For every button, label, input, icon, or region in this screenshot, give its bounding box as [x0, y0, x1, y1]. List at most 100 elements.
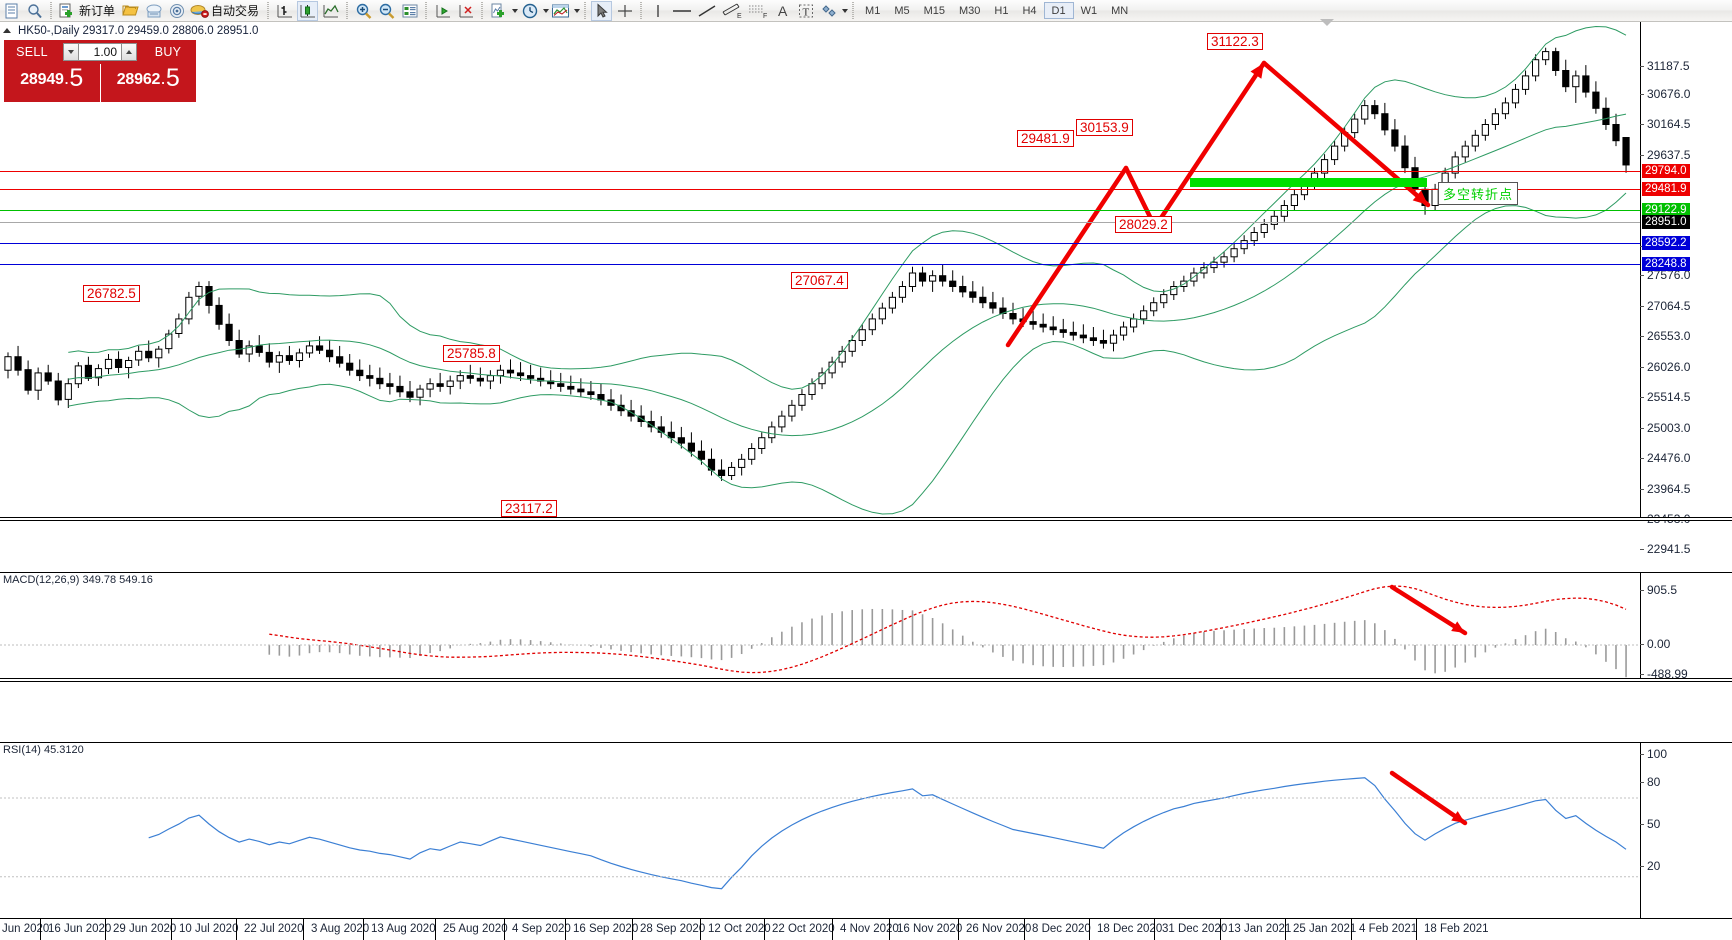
rsi-tick-label: 100	[1647, 747, 1668, 761]
chevron-down-icon[interactable]	[842, 8, 849, 13]
price-annotation-27067.4[interactable]: 27067.4	[791, 272, 848, 289]
rsi-label: RSI(14) 45.3120	[3, 744, 84, 756]
timeframe-m30[interactable]: M30	[959, 4, 981, 17]
price-chart-pane[interactable]: 31187.530676.030164.529637.528087.527576…	[0, 22, 1732, 556]
time-tick-separator	[889, 919, 890, 940]
time-axis[interactable]: Jun 2020 16 Jun 2020 29 Jun 2020 10 Jul 202…	[0, 918, 1732, 940]
timeframe-h1[interactable]: H1	[994, 4, 1009, 17]
price-level-label-28951.0[interactable]: 28951.0	[1642, 215, 1690, 229]
timeframe-m15[interactable]: M15	[923, 4, 945, 17]
shift-end-icon[interactable]	[432, 1, 453, 21]
equidistant-channel-icon[interactable]: E	[720, 1, 744, 21]
macd-pane[interactable]: MACD(12,26,9) 349.78 549.16 905.5 0.00 -48…	[0, 572, 1732, 681]
time-tick-separator	[1089, 919, 1090, 940]
price-annotation-30153.9[interactable]: 30153.9	[1076, 119, 1133, 136]
price-annotation-26782.5[interactable]: 26782.5	[83, 285, 140, 302]
price-annotation-25785.8[interactable]: 25785.8	[443, 345, 500, 362]
time-tick-separator	[958, 919, 959, 940]
macd-plot-area[interactable]	[0, 573, 1640, 678]
price-tick-label: 31187.5	[1647, 59, 1690, 73]
crosshair-icon[interactable]	[614, 1, 635, 21]
zoom-in-icon[interactable]	[353, 1, 374, 21]
expert-advisor-icon[interactable]	[189, 1, 210, 21]
data-window-icon[interactable]	[143, 1, 164, 21]
buy-button[interactable]: BUY	[140, 40, 196, 64]
sell-price[interactable]: 28949 . 5	[4, 64, 101, 102]
text-label-icon[interactable]: A	[772, 1, 793, 21]
vertical-line-icon[interactable]	[647, 1, 668, 21]
indicator-list-icon[interactable]	[399, 1, 420, 21]
pane-divider-macd[interactable]	[0, 517, 1732, 521]
zoom-symbol-icon[interactable]	[24, 1, 45, 21]
pane-divider-rsi[interactable]	[0, 678, 1732, 682]
price-level-label-28592.2[interactable]: 28592.2	[1642, 236, 1690, 250]
price-annotation-23117.2[interactable]: 23117.2	[501, 500, 557, 517]
rsi-pane[interactable]: RSI(14) 45.3120 100 80 50 20	[0, 742, 1732, 918]
volume-increase-button[interactable]	[121, 43, 137, 61]
chevron-down-icon[interactable]	[543, 8, 550, 13]
document-icon[interactable]	[1, 1, 22, 21]
price-plot-area[interactable]	[0, 22, 1640, 517]
templates-icon[interactable]	[550, 1, 571, 21]
price-level-line-28592.2[interactable]	[0, 243, 1640, 244]
price-level-label-29122.9[interactable]: 29122.9	[1642, 203, 1690, 217]
price-annotation-29481.9[interactable]: 29481.9	[1017, 130, 1074, 147]
auto-scroll-icon[interactable]	[455, 1, 476, 21]
text-box-icon[interactable]: T	[795, 1, 816, 21]
volume-input[interactable]: 1.00	[79, 43, 121, 61]
cursor-icon[interactable]	[591, 0, 613, 21]
volume-stepper[interactable]: 1.00	[60, 40, 140, 64]
trendline-icon[interactable]	[696, 1, 718, 21]
timeframe-mn[interactable]: MN	[1111, 4, 1129, 17]
toolbar-separator	[48, 1, 54, 20]
volume-decrease-button[interactable]	[63, 43, 79, 61]
timeframe-m1[interactable]: M1	[865, 4, 881, 17]
add-indicator-icon[interactable]	[488, 1, 509, 21]
chevron-down-icon[interactable]	[574, 8, 581, 13]
one-click-trading-panel[interactable]: SELL 1.00 BUY 28949 . 5 28962 . 5	[4, 40, 196, 102]
price-level-label-28248.8[interactable]: 28248.8	[1642, 257, 1690, 271]
folder-icon[interactable]	[120, 1, 141, 21]
time-tick-separator	[1024, 919, 1025, 940]
rsi-plot-area[interactable]	[0, 743, 1640, 918]
support-zone-band[interactable]	[1190, 178, 1427, 187]
price-level-line-29122.9[interactable]	[0, 210, 1640, 211]
time-tick-separator	[363, 919, 364, 940]
collapse-triangle-icon[interactable]	[3, 28, 11, 33]
price-chart-svg	[4, 25, 1630, 515]
price-level-label-29794.0[interactable]: 29794.0	[1642, 164, 1690, 178]
price-level-line-28248.8[interactable]	[0, 264, 1640, 265]
price-axis[interactable]: 31187.530676.030164.529637.528087.527576…	[1640, 22, 1732, 556]
price-level-line-29481.9[interactable]	[0, 189, 1640, 190]
buy-price-integer: 28962	[116, 71, 161, 88]
timeframe-d1[interactable]: D1	[1043, 2, 1074, 19]
timeframe-m5[interactable]: M5	[894, 4, 910, 17]
time-tick-label: 10 Jul 2020	[179, 923, 239, 935]
buy-price[interactable]: 28962 . 5	[100, 64, 196, 102]
fibonacci-icon[interactable]: F	[746, 1, 770, 21]
turning-point-note[interactable]: 多空转折点	[1438, 182, 1519, 205]
signal-icon[interactable]	[166, 1, 187, 21]
toolbar-separator	[344, 1, 351, 20]
shapes-icon[interactable]	[818, 1, 839, 21]
period-clock-icon[interactable]	[519, 1, 540, 21]
line-chart-icon[interactable]	[320, 1, 341, 21]
price-annotation-31122.3[interactable]: 31122.3	[1207, 33, 1263, 50]
candlestick-icon[interactable]	[297, 0, 319, 21]
timeframe-w1[interactable]: W1	[1080, 4, 1098, 17]
sell-button[interactable]: SELL	[4, 40, 60, 64]
time-tick-label: 8 Dec 2020	[1032, 923, 1091, 935]
zoom-out-icon[interactable]	[376, 1, 397, 21]
rsi-axis: 100 80 50 20	[1640, 743, 1732, 918]
timeframe-h4[interactable]: H4	[1022, 4, 1037, 17]
price-level-line-28951.0[interactable]	[0, 222, 1640, 223]
chevron-down-icon[interactable]	[512, 8, 519, 13]
horizontal-line-icon[interactable]	[670, 1, 694, 21]
new-order-icon[interactable]	[57, 1, 78, 21]
price-level-label-29481.9[interactable]: 29481.9	[1642, 182, 1690, 196]
bar-chart-icon[interactable]	[274, 1, 295, 21]
price-annotation-28029.2[interactable]: 28029.2	[1115, 216, 1172, 233]
price-level-line-29794.0[interactable]	[0, 171, 1640, 172]
auto-trading-label[interactable]: 自动交易	[211, 4, 260, 18]
new-order-label[interactable]: 新订单	[79, 4, 116, 18]
